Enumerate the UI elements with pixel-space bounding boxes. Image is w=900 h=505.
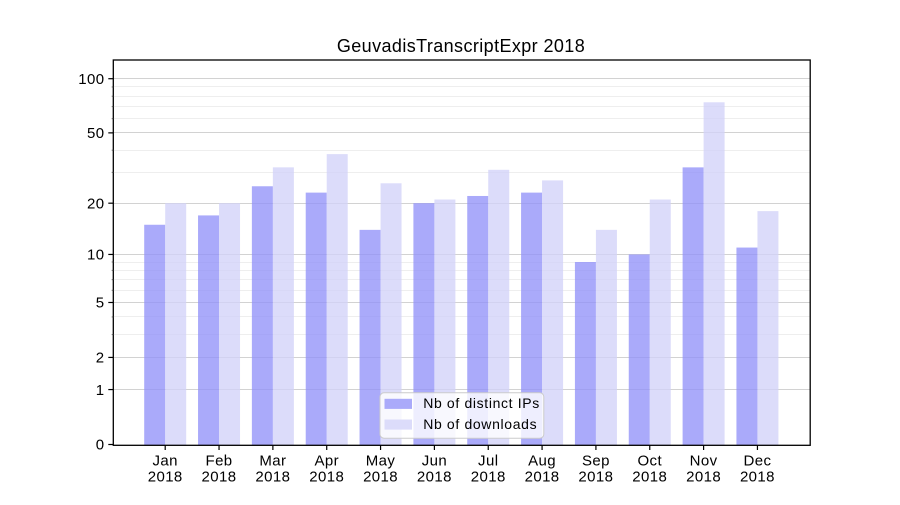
svg-text:Nb of downloads: Nb of downloads [423,416,537,432]
svg-text:Nb of distinct IPs: Nb of distinct IPs [423,395,540,411]
svg-text:2018: 2018 [202,469,237,486]
svg-text:2: 2 [96,350,105,367]
svg-text:Jun: Jun [422,452,447,469]
svg-text:2018: 2018 [525,469,560,486]
svg-text:Oct: Oct [637,452,662,469]
svg-text:2018: 2018 [309,469,344,486]
svg-text:Feb: Feb [206,452,233,469]
svg-text:100: 100 [78,71,104,88]
svg-text:2018: 2018 [255,469,290,486]
svg-text:Jan: Jan [153,452,178,469]
svg-text:2018: 2018 [417,469,452,486]
svg-text:Aug: Aug [528,452,556,469]
svg-text:2018: 2018 [740,469,775,486]
svg-text:10: 10 [87,247,105,264]
svg-text:5: 5 [96,295,105,312]
svg-text:2018: 2018 [632,469,667,486]
svg-text:50: 50 [87,125,105,142]
svg-text:Mar: Mar [259,452,286,469]
svg-text:0: 0 [96,437,105,454]
svg-text:2018: 2018 [578,469,613,486]
svg-text:2018: 2018 [686,469,721,486]
svg-text:Jul: Jul [478,452,498,469]
svg-text:Sep: Sep [582,452,610,469]
svg-text:Dec: Dec [744,452,772,469]
svg-text:2018: 2018 [363,469,398,486]
svg-text:20: 20 [87,195,105,212]
svg-text:2018: 2018 [471,469,506,486]
svg-text:GeuvadisTranscriptExpr 2018: GeuvadisTranscriptExpr 2018 [337,36,585,56]
svg-text:May: May [366,452,396,469]
svg-text:2018: 2018 [148,469,183,486]
svg-text:Apr: Apr [314,452,339,469]
svg-text:1: 1 [96,382,105,399]
svg-text:Nov: Nov [690,452,718,469]
